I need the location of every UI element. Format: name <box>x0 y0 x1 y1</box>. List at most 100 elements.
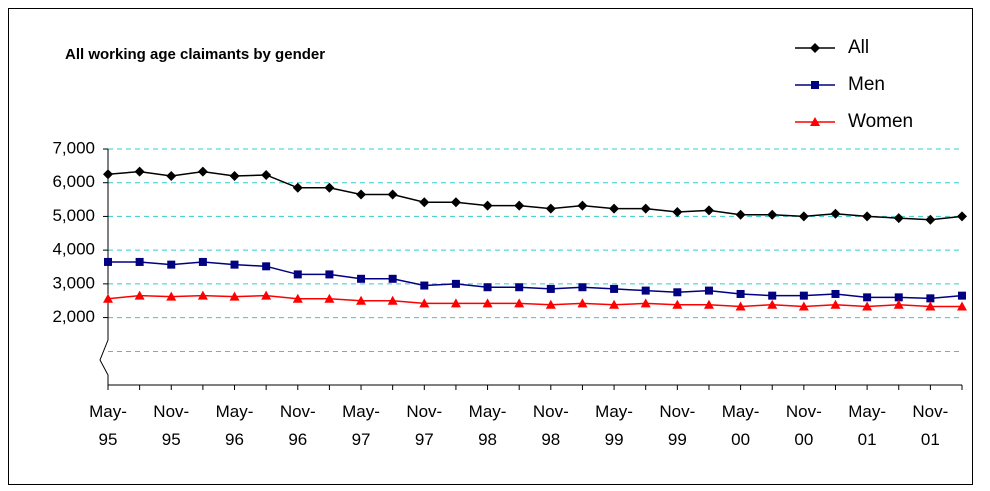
marker <box>388 274 397 283</box>
marker <box>641 286 650 295</box>
legend-marker <box>810 117 820 126</box>
marker <box>957 211 967 222</box>
marker <box>735 301 746 311</box>
marker <box>482 200 493 211</box>
marker <box>640 203 651 214</box>
marker <box>419 298 430 308</box>
marker <box>103 293 113 303</box>
x-tick-label: May-96 <box>216 402 254 449</box>
marker <box>292 182 303 193</box>
marker <box>198 257 207 266</box>
marker <box>609 299 620 309</box>
marker <box>545 203 556 214</box>
marker <box>104 257 112 266</box>
legend-label: Men <box>848 74 885 95</box>
marker <box>958 291 966 300</box>
marker <box>230 260 239 269</box>
marker <box>673 288 682 297</box>
marker <box>578 283 587 292</box>
marker <box>704 286 713 295</box>
marker <box>799 291 808 300</box>
marker <box>577 298 588 308</box>
marker <box>767 209 778 220</box>
marker <box>324 293 335 303</box>
marker <box>735 209 746 220</box>
marker <box>894 293 903 302</box>
marker <box>672 299 683 309</box>
series-line <box>107 170 963 221</box>
marker <box>925 301 936 311</box>
marker <box>672 207 683 218</box>
marker <box>167 260 176 269</box>
marker <box>831 289 840 298</box>
x-tick-label: Nov-96 <box>280 402 316 449</box>
marker <box>387 295 398 305</box>
marker <box>420 281 429 290</box>
marker <box>957 301 967 311</box>
marker <box>546 284 555 293</box>
y-tick-label: 2,000 <box>52 307 95 326</box>
x-tick-label: Nov-01 <box>912 402 948 449</box>
marker <box>545 299 556 309</box>
marker <box>514 298 525 308</box>
marker <box>387 189 398 200</box>
marker <box>324 182 335 193</box>
axis-break <box>99 339 109 385</box>
marker <box>893 213 904 224</box>
x-tick-label: Nov-98 <box>533 402 569 449</box>
marker <box>261 169 272 180</box>
legend-marker <box>811 81 819 89</box>
marker <box>134 290 145 300</box>
x-tick-label: Nov-99 <box>659 402 695 449</box>
marker <box>640 298 651 308</box>
marker <box>736 289 745 298</box>
marker <box>863 293 872 302</box>
marker <box>609 203 620 214</box>
marker <box>767 299 778 309</box>
x-tick-label: May-99 <box>595 402 633 449</box>
marker <box>862 301 873 311</box>
marker <box>893 299 904 309</box>
marker <box>703 299 714 309</box>
chart-title: All working age claimants by gender <box>65 46 325 63</box>
marker <box>830 299 841 309</box>
marker <box>134 166 145 177</box>
marker <box>862 211 873 222</box>
x-tick-label: May-98 <box>469 402 507 449</box>
marker <box>229 170 240 181</box>
marker <box>292 293 303 303</box>
marker <box>483 283 492 292</box>
marker <box>830 208 841 219</box>
marker <box>798 301 809 311</box>
y-tick-label: 3,000 <box>52 273 95 292</box>
marker <box>768 291 777 300</box>
x-tick-label: Nov-97 <box>406 402 442 449</box>
marker <box>293 270 302 279</box>
y-tick-label: 6,000 <box>52 172 95 191</box>
marker <box>515 283 524 292</box>
y-tick-label: 5,000 <box>52 206 95 225</box>
marker <box>229 291 240 301</box>
marker <box>357 274 366 283</box>
marker <box>103 169 113 180</box>
x-tick-label: May-01 <box>848 402 886 449</box>
marker <box>135 257 144 266</box>
y-tick-label: 4,000 <box>52 240 95 259</box>
marker <box>451 279 460 288</box>
x-tick-label: Nov-00 <box>786 402 822 449</box>
marker <box>703 205 714 216</box>
marker <box>356 295 367 305</box>
marker <box>482 298 493 308</box>
marker <box>577 200 588 211</box>
x-tick-label: May-97 <box>342 402 380 449</box>
marker <box>197 166 208 177</box>
marker <box>926 294 935 303</box>
marker <box>450 298 461 308</box>
marker <box>356 189 367 200</box>
marker <box>166 291 177 301</box>
marker <box>325 270 334 279</box>
x-tick-label: May-00 <box>722 402 760 449</box>
y-tick-label: 7,000 <box>52 138 95 157</box>
legend-label: All <box>848 37 869 58</box>
